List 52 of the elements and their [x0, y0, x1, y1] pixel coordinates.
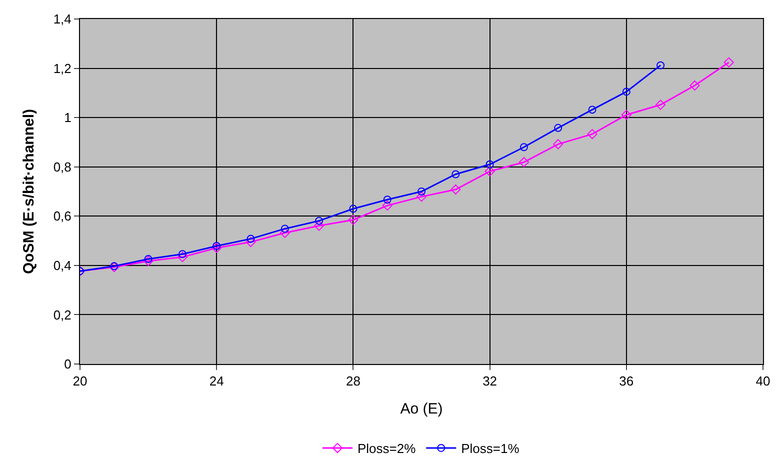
point: [314, 220, 324, 231]
point: [280, 224, 289, 233]
x-tick-label: 36: [619, 374, 634, 389]
point: [143, 256, 154, 266]
legend-label: Ploss=1%: [461, 441, 520, 456]
point: [452, 170, 460, 178]
point: [348, 214, 358, 225]
x-tick-label: 24: [209, 374, 224, 389]
point: [486, 160, 494, 168]
point: [450, 184, 461, 195]
point: [178, 250, 186, 258]
point: [587, 129, 598, 140]
point: [144, 255, 152, 264]
x-tick-label: 40: [756, 374, 770, 389]
x-axis-title: Ao (E): [400, 400, 443, 418]
point: [520, 143, 528, 152]
point: [621, 110, 632, 120]
x-tick-label: 20: [72, 374, 88, 389]
y-tick-label: 0: [64, 356, 72, 372]
point: [554, 124, 562, 132]
y-tick-label: 0,8: [53, 159, 72, 174]
point: [416, 192, 427, 202]
point: [622, 88, 630, 96]
y-tick-label: 1,2: [53, 60, 72, 76]
y-tick-label: 0,2: [53, 307, 72, 322]
point: [588, 106, 596, 114]
point: [553, 139, 564, 150]
x-tick-label: 28: [346, 374, 360, 389]
x-tick-label: 32: [482, 374, 498, 389]
point: [656, 61, 665, 70]
point: [484, 166, 495, 176]
point: [382, 200, 392, 211]
point: [212, 242, 221, 250]
point: [418, 188, 426, 196]
point: [656, 100, 666, 110]
y-tick-label: 0,4: [53, 258, 72, 273]
point: [280, 228, 290, 238]
point: [246, 236, 256, 248]
point: [349, 204, 358, 213]
point: [383, 196, 392, 204]
point: [246, 234, 255, 243]
point: [177, 252, 188, 262]
point: [212, 242, 222, 253]
point: [518, 157, 529, 168]
y-tick-label: 1: [64, 110, 72, 126]
y-axis-title: QoSM (E·s/bit·channel): [20, 108, 38, 274]
legend-label: Ploss=2%: [358, 441, 416, 456]
point: [315, 216, 324, 225]
y-tick-label: 1,4: [53, 12, 72, 27]
y-tick-label: 0,6: [53, 208, 72, 224]
point: [690, 80, 700, 91]
point: [724, 57, 734, 68]
